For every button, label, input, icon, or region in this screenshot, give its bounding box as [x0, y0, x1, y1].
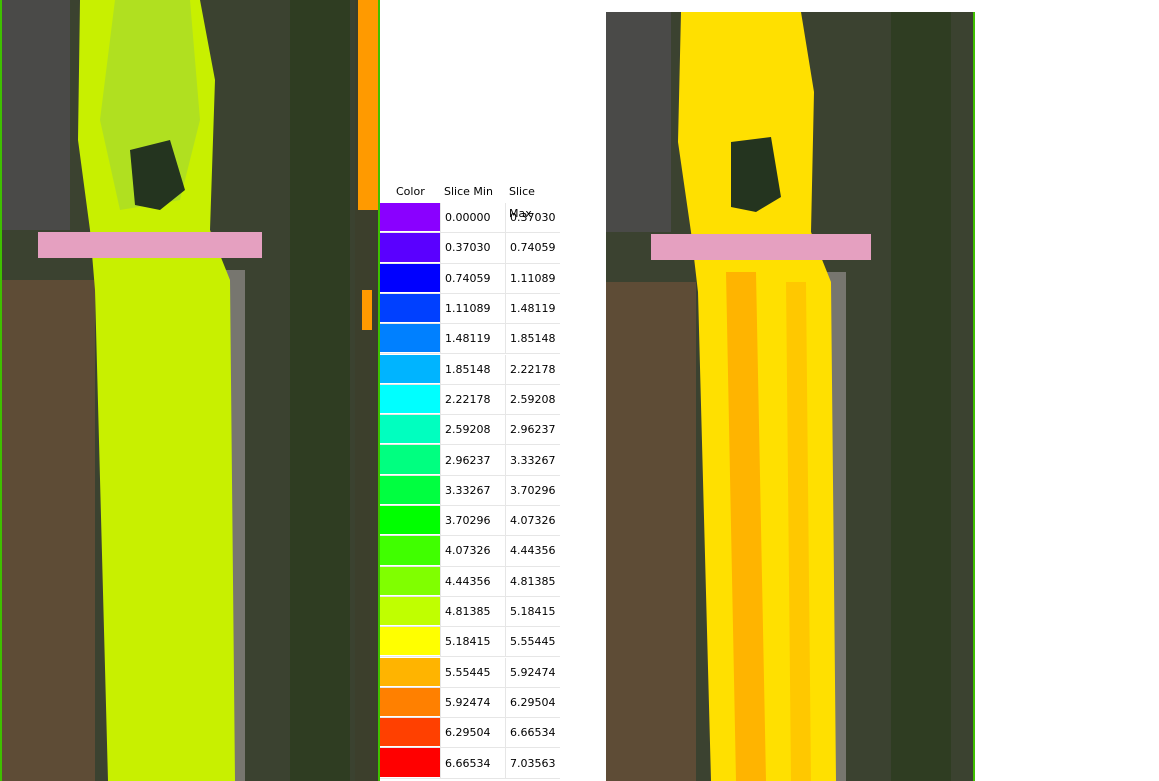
- slice-max: 2.59208: [505, 384, 560, 415]
- color-swatch: [380, 536, 440, 565]
- slice-min: 3.33267: [440, 475, 505, 505]
- column-header: Slice Max: [509, 185, 535, 220]
- slice-min: 2.96237: [440, 445, 505, 475]
- legend-row: 4.07326 4.44356: [380, 536, 560, 567]
- color-swatch: [380, 415, 440, 444]
- color-swatch: [380, 203, 440, 232]
- color-swatch: [380, 354, 440, 383]
- color-swatch: [380, 475, 440, 504]
- slice-max: 5.92474: [505, 657, 560, 687]
- legend-row: 6.66534 7.03563: [380, 748, 560, 779]
- legend-row: 1.85148 2.22178: [380, 354, 560, 385]
- slice-max: 7.03563: [505, 748, 560, 778]
- color-swatch: [380, 748, 440, 777]
- column-header: Color: [396, 185, 425, 198]
- legend-row: 1.11089 1.48119: [380, 293, 560, 325]
- slice-max: 0.74059: [505, 233, 560, 263]
- color-swatch: [380, 657, 440, 686]
- map-image-left: [0, 0, 380, 781]
- slice-min: 1.48119: [440, 324, 505, 354]
- map-image-right: [606, 12, 975, 781]
- legend-row: 4.81385 5.18415: [380, 596, 560, 628]
- color-swatch: [380, 627, 440, 656]
- legend-row: 4.44356 4.81385: [380, 566, 560, 597]
- slice-max: 3.33267: [505, 445, 560, 475]
- slice-max: 6.66534: [505, 718, 560, 748]
- slice-max: 2.22178: [505, 354, 560, 384]
- color-swatch: [380, 324, 440, 353]
- slice-max: 5.18415: [505, 596, 560, 627]
- legend-row: 3.70296 4.07326: [380, 506, 560, 537]
- legend-row: 2.22178 2.59208: [380, 384, 560, 416]
- slice-min: 5.18415: [440, 627, 505, 657]
- legend-row: 5.18415 5.55445: [380, 627, 560, 658]
- color-swatch: [380, 718, 440, 747]
- legend-row: 1.48119 1.85148: [380, 324, 560, 355]
- slice-min: 3.70296: [440, 506, 505, 536]
- slice-max: 4.07326: [505, 506, 560, 536]
- slice-min: 0.00000: [440, 203, 505, 233]
- slice-min: 4.44356: [440, 566, 505, 596]
- legend-row: 2.59208 2.96237: [380, 415, 560, 446]
- legend-row: 0.00000 0.37030: [380, 203, 560, 234]
- color-swatch: [380, 506, 440, 535]
- legend-row: 3.33267 3.70296: [380, 475, 560, 506]
- legend-row: 2.96237 3.33267: [380, 445, 560, 476]
- color-swatch: [380, 233, 440, 262]
- slice-max: 5.55445: [505, 627, 560, 657]
- slice-min: 2.59208: [440, 415, 505, 445]
- slice-min: 1.85148: [440, 354, 505, 384]
- slice-min: 1.11089: [440, 293, 505, 324]
- legend-row: 0.74059 1.11089: [380, 263, 560, 294]
- slice-max: 1.11089: [505, 263, 560, 293]
- legend-row: 6.29504 6.66534: [380, 718, 560, 749]
- legend-row: 0.37030 0.74059: [380, 233, 560, 264]
- slice-max: 1.85148: [505, 324, 560, 354]
- color-swatch: [380, 263, 440, 292]
- legend-row: 5.55445 5.92474: [380, 657, 560, 688]
- slice-max: 3.70296: [505, 475, 560, 505]
- slice-min: 6.29504: [440, 718, 505, 748]
- slice-min: 0.37030: [440, 233, 505, 263]
- legend-row: 5.92474 6.29504: [380, 687, 560, 719]
- slice-max: 1.48119: [505, 293, 560, 324]
- slice-max: 4.81385: [505, 566, 560, 596]
- slice-min: 5.55445: [440, 657, 505, 687]
- color-swatch: [380, 445, 440, 474]
- color-swatch: [380, 566, 440, 595]
- slice-min: 2.22178: [440, 384, 505, 415]
- color-swatch: [380, 687, 440, 717]
- slice-max: 6.29504: [505, 687, 560, 718]
- color-swatch: [380, 384, 440, 414]
- slice-min: 4.81385: [440, 596, 505, 627]
- slice-max: 0.37030: [505, 203, 560, 233]
- color-swatch: [380, 293, 440, 323]
- slice-min: 6.66534: [440, 748, 505, 778]
- slice-max: 4.44356: [505, 536, 560, 566]
- slice-min: 5.92474: [440, 687, 505, 718]
- column-header: Slice Min: [444, 185, 493, 198]
- slice-min: 0.74059: [440, 263, 505, 293]
- color-swatch: [380, 596, 440, 626]
- slice-min: 4.07326: [440, 536, 505, 566]
- slice-max: 2.96237: [505, 415, 560, 445]
